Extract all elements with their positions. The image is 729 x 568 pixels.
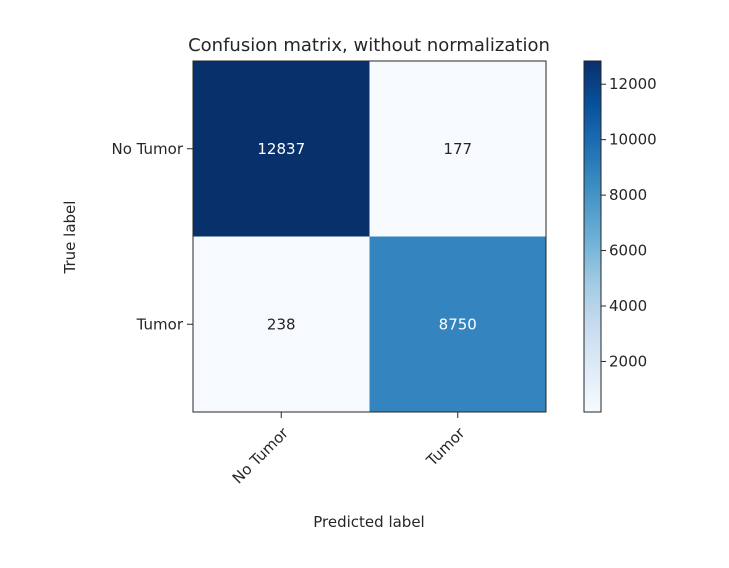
cell-value-label: 238 (267, 315, 296, 333)
colorbar-tick-label: 12000 (609, 75, 657, 93)
heatmap-cell (369, 61, 546, 237)
heatmap-cell (193, 61, 370, 237)
x-axis-label: Predicted label (313, 513, 424, 531)
y-axis-ticks: No Tumor Tumor (111, 140, 193, 333)
colorbar-ticks: 2000 4000 6000 8000 10000 12000 (601, 75, 657, 370)
y-tick-label: Tumor (136, 315, 184, 333)
colorbar-tick-label: 6000 (609, 242, 647, 260)
cell-value-label: 177 (443, 140, 472, 158)
colorbar-tick-label: 4000 (609, 297, 647, 315)
x-axis-ticks: No Tumor Tumor (229, 412, 469, 487)
y-tick-label: No Tumor (111, 140, 183, 158)
x-tick-label: No Tumor (229, 423, 293, 487)
colorbar-tick-label: 10000 (609, 131, 657, 149)
cell-value-labels: 12837 177 238 8750 (257, 140, 476, 334)
colorbar-tick-label: 8000 (609, 186, 647, 204)
colorbar-tick-label: 2000 (609, 352, 647, 370)
heatmap-cells (193, 61, 546, 412)
colorbar (583, 60, 602, 413)
y-axis-label: True label (61, 201, 79, 275)
x-tick-label: Tumor (422, 423, 469, 470)
heatmap-cell (193, 236, 370, 412)
cell-value-label: 8750 (439, 315, 477, 333)
cell-value-label: 12837 (257, 140, 305, 158)
chart-title: Confusion matrix, without normalization (188, 35, 550, 56)
heatmap-cell (369, 236, 546, 412)
plot-frame (192, 60, 547, 413)
